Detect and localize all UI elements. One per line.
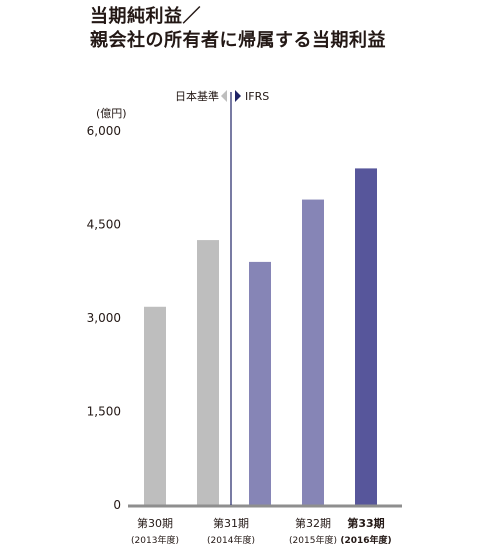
chart-title-line2: 親会社の所有者に帰属する当期利益 [90, 30, 386, 51]
x-label: 第33期 [347, 516, 384, 530]
y-axis-ticks: 0 1,500 3,000 4,500 6,000 [87, 124, 121, 512]
x-sublabel: (2014年度) [207, 534, 255, 546]
y-tick-label: 6,000 [87, 124, 121, 138]
standard-label-jgaap: 日本基準 [175, 89, 219, 103]
bar-第33期 [355, 168, 377, 505]
bar-ifrs-restated [249, 261, 271, 505]
chart-title-line1: 当期純利益／ [90, 6, 201, 27]
standard-label-ifrs: IFRS [245, 90, 269, 103]
bar-第30期 [144, 306, 166, 505]
jgaap-marker-icon [221, 90, 227, 102]
x-sublabel: (2013年度) [131, 534, 179, 546]
x-axis-labels: 第30期 (2013年度) 第31期 (2014年度) 第32期 (2015年度) 第33期… [131, 516, 392, 546]
bar-第31期 [197, 240, 219, 506]
x-sublabel: (2015年度) [289, 534, 337, 546]
bars [144, 168, 377, 506]
y-axis-unit-label: (億円) [96, 107, 127, 120]
bar-第32期 [302, 199, 324, 506]
ifrs-marker-icon [235, 90, 241, 102]
x-label: 第30期 [137, 516, 173, 530]
y-tick-label: 4,500 [87, 218, 121, 232]
y-tick-label: 0 [113, 498, 121, 512]
x-label: 第31期 [213, 516, 249, 530]
y-tick-label: 1,500 [87, 405, 121, 419]
y-tick-label: 3,000 [87, 311, 121, 325]
x-sublabel: (2016年度) [340, 534, 391, 546]
x-label: 第32期 [295, 516, 331, 530]
